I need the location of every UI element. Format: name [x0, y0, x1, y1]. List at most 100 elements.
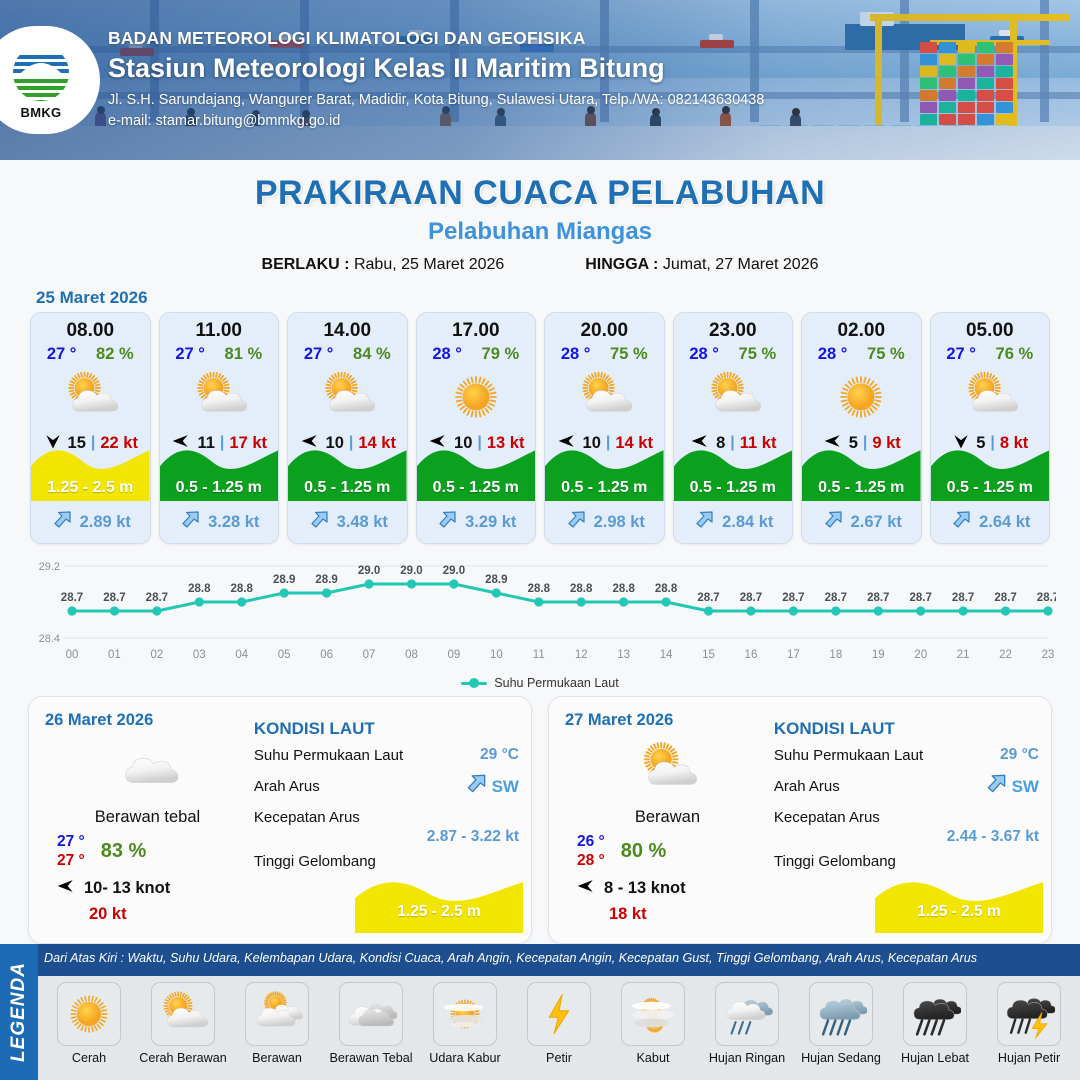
- sea-conditions-title: KONDISI LAUT: [773, 719, 895, 738]
- moderate-rain-icon: [809, 982, 873, 1046]
- sea-conditions-title: KONDISI LAUT: [253, 719, 375, 738]
- hourly-card[interactable]: 20.00 28 ° 75 % 10 | 14 kt: [544, 312, 665, 544]
- card-temperature: 27 °: [46, 345, 77, 363]
- berlaku-value: Rabu, 25 Maret 2026: [353, 256, 505, 273]
- card-time: 11.00: [195, 320, 243, 341]
- bmkg-logo: BMKG: [0, 26, 100, 134]
- hourly-card[interactable]: 02.00 28 ° 75 % 5 | 9 kt: [801, 312, 922, 544]
- current-direction-arrow-icon: [463, 771, 489, 802]
- card-gust-speed: 8 kt: [999, 433, 1029, 452]
- current-direction-value: SW: [1011, 776, 1039, 796]
- wave-height-row: Tinggi Gelombang: [774, 853, 1039, 870]
- card-temperature: 27 °: [303, 345, 334, 363]
- svg-text:28.8: 28.8: [655, 583, 678, 595]
- card-time: 20.00: [580, 320, 629, 341]
- hourly-forecast-row: 08.00 27 ° 82 % 15 | 22 kt: [0, 312, 1080, 544]
- daily-temp-min: 27 °: [57, 833, 85, 850]
- current-direction-arrow-icon: [949, 508, 973, 537]
- card-current-row: 3.48 kt: [288, 508, 407, 537]
- station-address: Jl. S.H. Sarundajang, Wangurer Barat, Ma…: [108, 92, 765, 108]
- card-current-speed: 2.84 kt: [722, 513, 774, 531]
- card-wave-graphic: [545, 443, 664, 501]
- card-wind-speed: 11: [197, 433, 215, 452]
- sst-value: 29 °C: [1000, 746, 1039, 763]
- legend-item-label: Udara Kabur: [429, 1051, 501, 1065]
- legend-item: Hujan Lebat: [890, 982, 980, 1065]
- daily-forecast-card[interactable]: 27 Maret 2026 Berawan 26 ° 28 °: [548, 696, 1052, 944]
- sun-cloud-icon: [151, 982, 215, 1046]
- card-wind-separator: |: [348, 434, 354, 451]
- card-gust-speed: 14 kt: [615, 433, 653, 452]
- daily-temp-hum-row: 26 ° 28 ° 80 %: [565, 833, 770, 870]
- card-current-row: 2.67 kt: [802, 508, 921, 537]
- card-wind-speed: 8: [716, 433, 726, 452]
- agency-name: BADAN METEOROLOGI KLIMATOLOGI DAN GEOFIS…: [108, 28, 586, 48]
- svg-text:28.4: 28.4: [39, 633, 60, 645]
- card-temp-hum-row: 28 ° 75 %: [802, 345, 921, 364]
- wind-direction-arrow-icon: [427, 431, 449, 456]
- card-wave-height: 0.5 - 1.25 m: [304, 479, 391, 496]
- card-temperature: 27 °: [946, 345, 976, 363]
- lightning-icon: [527, 982, 591, 1046]
- card-temperature: 28 °: [432, 345, 462, 363]
- card-wave-height: 0.5 - 1.25 m: [818, 479, 905, 496]
- card-humidity: 79 %: [481, 345, 520, 363]
- hourly-card[interactable]: 23.00 28 ° 75 % 8 | 11 kt: [672, 312, 793, 544]
- light-rain-icon: [715, 982, 779, 1046]
- svg-text:01: 01: [108, 649, 121, 661]
- svg-text:28.9: 28.9: [273, 574, 295, 586]
- card-temp-hum-row: 28 ° 79 %: [417, 345, 536, 364]
- chart-legend: Suhu Permukaan Laut: [0, 676, 1080, 690]
- daily-humidity: 83 %: [100, 840, 147, 862]
- fog-icon: [621, 982, 685, 1046]
- daily-forecast-card[interactable]: 26 Maret 2026 Berawan tebal 27 ° 27 °: [28, 696, 532, 944]
- card-wind-row: 10 | 13 kt: [417, 428, 536, 458]
- legend-tab-label: LEGENDA: [8, 962, 29, 1062]
- card-current-speed: 2.64 kt: [979, 513, 1031, 531]
- card-temp-hum-row: 27 ° 82 %: [31, 345, 150, 364]
- svg-text:28.8: 28.8: [528, 583, 551, 595]
- card-wind-row: 8 | 11 kt: [674, 428, 793, 458]
- current-direction-value: SW: [491, 776, 519, 796]
- hourly-card[interactable]: 08.00 27 ° 82 % 15 | 22 kt: [30, 312, 151, 544]
- current-direction-arrow-icon: [178, 508, 202, 537]
- svg-text:28.7: 28.7: [1037, 592, 1056, 604]
- legend-item: Berawan Tebal: [326, 982, 416, 1065]
- sst-label: Suhu Permukaan Laut: [253, 746, 404, 764]
- card-wind-separator: |: [219, 434, 225, 451]
- card-wind-row: 5 | 8 kt: [931, 428, 1050, 458]
- current-direction-arrow-icon: [307, 508, 331, 537]
- legend-item: Hujan Sedang: [796, 982, 886, 1065]
- card-wave-graphic: [288, 443, 407, 501]
- svg-text:23: 23: [1042, 649, 1055, 661]
- card-wave-graphic: [159, 443, 278, 501]
- svg-text:12: 12: [575, 649, 588, 661]
- card-current-row: 2.84 kt: [674, 508, 793, 537]
- hourly-card[interactable]: 17.00 28 ° 79 % 10 | 13 kt: [415, 312, 536, 544]
- current-speed-value: 2.44 - 3.67 kt: [946, 828, 1039, 845]
- current-speed-label: Kecepatan Arus: [253, 809, 360, 826]
- current-direction-value-group: SW: [463, 771, 519, 802]
- svg-text:28.7: 28.7: [146, 592, 168, 604]
- card-temperature: 27 °: [175, 345, 205, 363]
- svg-text:29.0: 29.0: [443, 565, 465, 577]
- svg-text:08: 08: [405, 649, 418, 661]
- svg-text:28.7: 28.7: [952, 592, 974, 604]
- daily-temp-max: 28 °: [577, 852, 605, 869]
- card-humidity: 75 %: [867, 345, 905, 363]
- hourly-card[interactable]: 11.00 27 ° 81 % 11 | 17 kt: [158, 312, 279, 544]
- hourly-card[interactable]: 05.00 27 ° 76 % 5 | 8 kt: [929, 312, 1050, 544]
- wind-direction-arrow-icon: [55, 876, 77, 901]
- svg-text:22: 22: [999, 649, 1012, 661]
- svg-text:06: 06: [320, 649, 333, 661]
- svg-text:15: 15: [702, 649, 715, 661]
- legend-item: Hujan Ringan: [702, 982, 792, 1065]
- svg-text:13: 13: [617, 649, 630, 661]
- svg-text:20: 20: [914, 649, 927, 661]
- card-temp-hum-row: 27 ° 84 %: [288, 345, 407, 364]
- wind-direction-arrow-icon: [822, 431, 844, 456]
- card-wave-height: 0.5 - 1.25 m: [432, 479, 519, 496]
- hourly-card[interactable]: 14.00 27 ° 84 % 10 | 14 kt: [287, 312, 408, 544]
- legend-item-label: Berawan: [252, 1051, 302, 1065]
- daily-summary: 26 Maret 2026 Berawan tebal 27 ° 27 °: [29, 697, 250, 943]
